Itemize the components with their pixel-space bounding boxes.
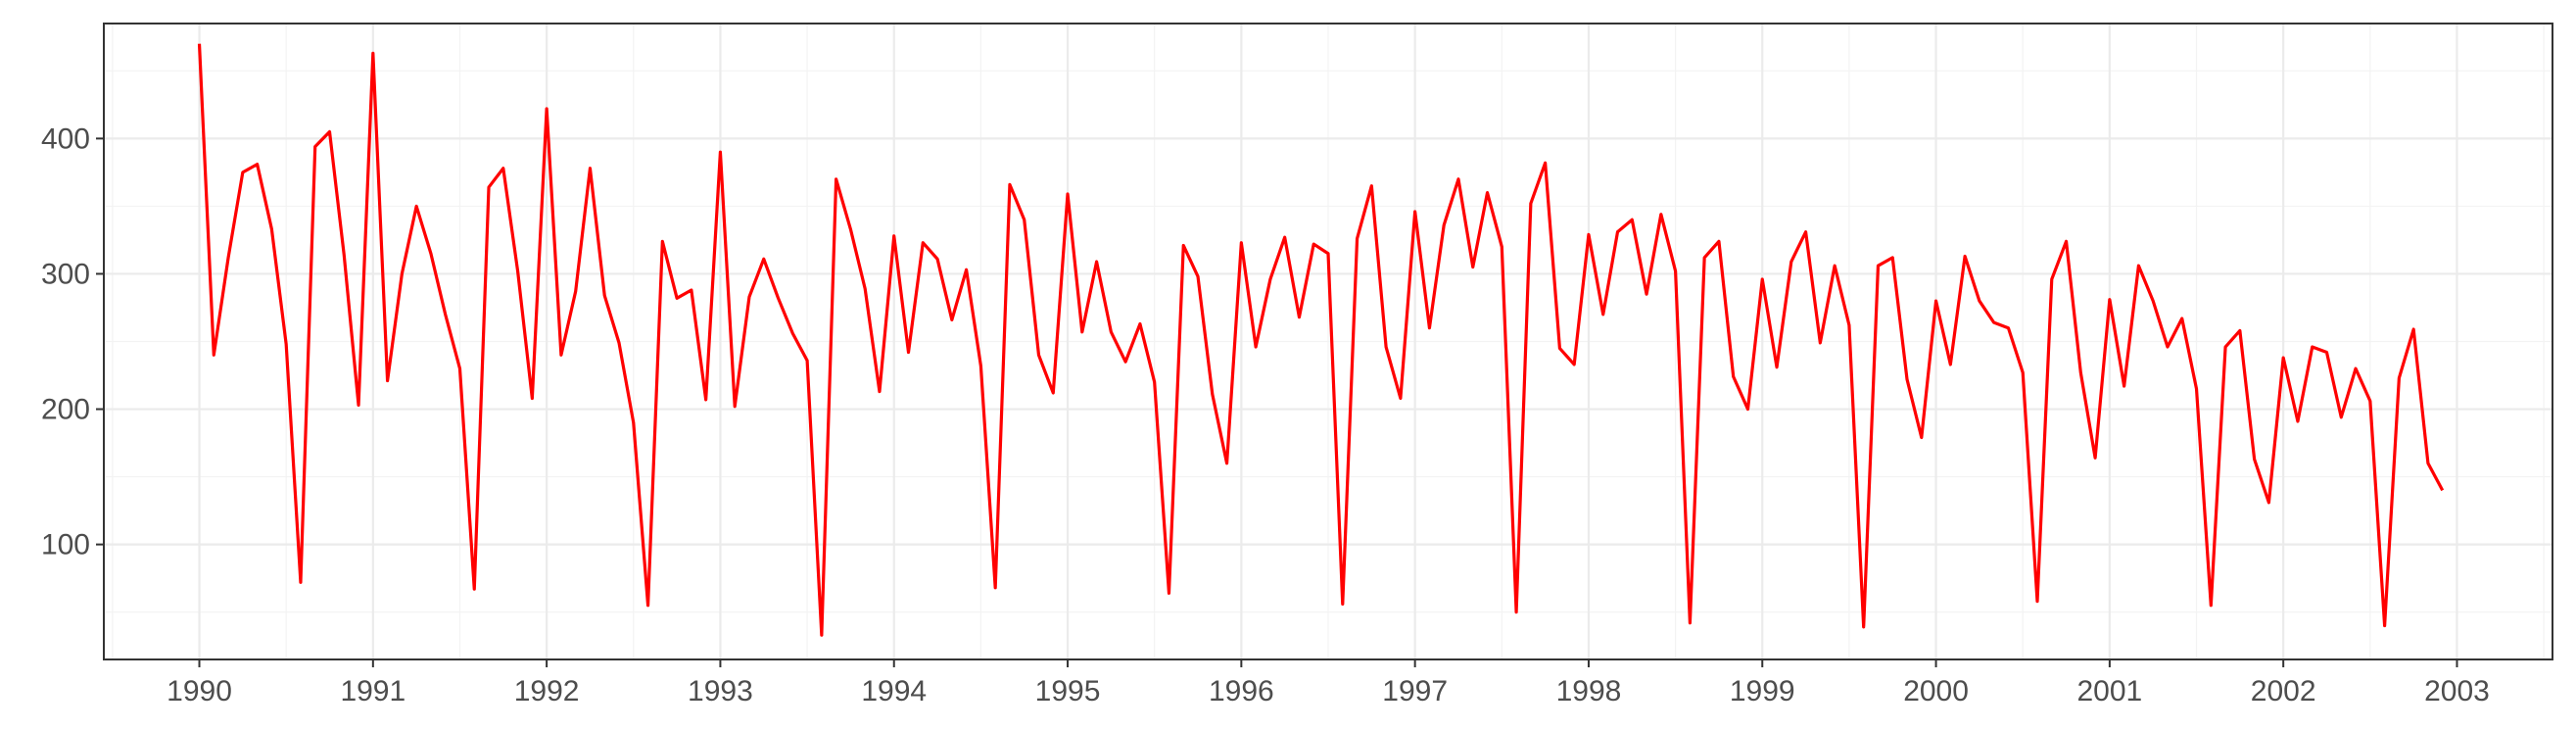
x-axis: 1990 1991 1992 1993 1994 1995 1996 1997 1998 1999…: [167, 659, 2490, 707]
x-tick-label: 2003: [2424, 675, 2490, 707]
minor-gridlines: [104, 24, 2552, 659]
major-gridlines: [104, 24, 2552, 659]
x-tick-label: 1993: [688, 675, 753, 707]
y-tick-label: 300: [41, 258, 90, 290]
x-tick-label: 2000: [1903, 675, 1969, 707]
x-tick-label: 1991: [340, 675, 405, 707]
x-tick-label: 1997: [1382, 675, 1448, 707]
x-tick-label: 1992: [514, 675, 580, 707]
y-axis: 100 200 300 400: [41, 122, 104, 561]
x-tick-label: 1998: [1556, 675, 1622, 707]
y-tick-label: 400: [41, 122, 90, 155]
x-tick-label: 2002: [2251, 675, 2316, 707]
series-line: [197, 43, 2445, 637]
series-layer: [197, 43, 2445, 637]
y-tick-label: 100: [41, 529, 90, 561]
x-tick-label: 1999: [1730, 675, 1795, 707]
panel-border: [103, 23, 2553, 660]
x-tick-label: 1995: [1035, 675, 1101, 707]
x-tick-label: 1994: [861, 675, 927, 707]
x-tick-label: 1990: [167, 675, 232, 707]
x-tick-label: 2001: [2076, 675, 2142, 707]
y-tick-label: 200: [41, 394, 90, 426]
x-tick-label: 1996: [1209, 675, 1274, 707]
